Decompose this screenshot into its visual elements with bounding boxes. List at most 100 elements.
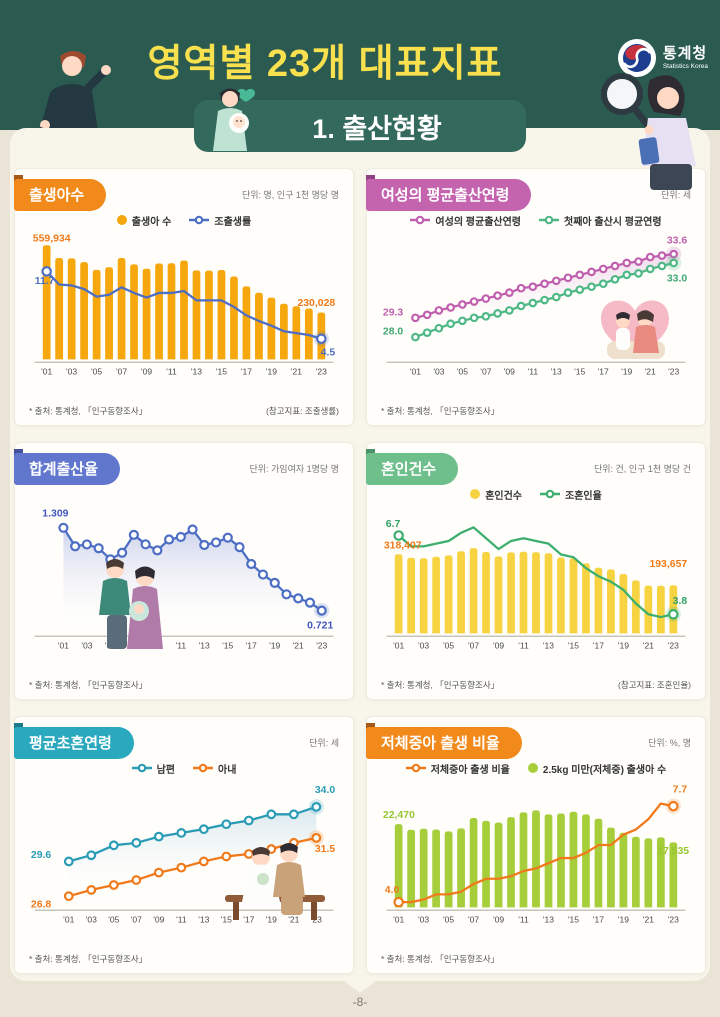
title-ribbon: 평균초혼연령: [14, 723, 134, 759]
bar: [469, 548, 478, 634]
card-footer: * 출처: 통계청, 「인구동향조사」: [381, 405, 691, 417]
legend-item: 아내: [193, 761, 236, 776]
card-header: 여성의 평균출산연령 단위: 세: [366, 175, 691, 211]
bar: [619, 832, 628, 908]
marker: [493, 309, 502, 318]
low-birth-weight-chart: '01 '03 '05 '07 '09 '11 '13 '15 '17 '19 '21 '23 22,4…: [383, 784, 689, 925]
chart-card-fertility-rate: 합계출산율 단위: 가임여자 1명당 명 '01'03'05'07'09'11 '…: [14, 442, 354, 700]
unit-label: 단위: 세: [661, 190, 691, 200]
chart-card-births: 출생아수 단위: 명, 인구 1천 명당 명 출생아 수 조출생률 '01'03 '…: [14, 168, 354, 426]
bar: [419, 828, 428, 908]
page-title: 영역별 23개 대표지표: [147, 43, 503, 85]
bar: [180, 260, 188, 360]
marker: [221, 819, 232, 830]
marker: [481, 312, 491, 321]
bar: [482, 552, 490, 634]
value-label: 22,470: [383, 810, 415, 821]
bar: [67, 258, 76, 360]
bar: [457, 551, 465, 634]
marker: [221, 851, 232, 862]
marker: [266, 809, 277, 820]
bar: [582, 814, 590, 908]
source-note: * 출처: 통계청, 「인구동향조사」: [29, 406, 148, 416]
bar: [544, 814, 553, 908]
x-tick-label: '13: [543, 915, 554, 925]
childbearing-age-chart: '01 '03 '05 '07 '09 '11 '13 '15 '17 '19 '21 '23 33.6…: [383, 235, 687, 377]
bar: [217, 270, 226, 360]
marker: [446, 303, 455, 312]
marker: [243, 849, 254, 859]
value-label: 4.0: [385, 885, 400, 896]
marker: [458, 316, 467, 326]
chart-card-first-marriage-age: 평균초혼연령 단위: 세 남편 아내 '01'03'05'07'09'11'13 '…: [14, 716, 354, 974]
card-footer: * 출처: 통계청, 「인구동향조사」: [29, 679, 339, 691]
x-tick-label: '05: [108, 915, 119, 925]
x-tick-label: '09: [141, 367, 152, 377]
value-label: 559,934: [33, 233, 71, 244]
bar: [569, 811, 578, 908]
marker: [316, 605, 327, 616]
x-tick-label: '19: [618, 641, 629, 651]
marker: [41, 266, 52, 277]
x-tick-label: '03: [418, 641, 429, 651]
marker: [86, 850, 97, 861]
chart-legend: 여성의 평균출산연령 첫째아 출산시 평균연령: [381, 212, 691, 228]
legend-label: 남편: [156, 764, 175, 776]
researcher-woman-illustration: [601, 73, 696, 190]
marker: [163, 534, 175, 545]
legend-line-marker-icon: [193, 763, 213, 773]
x-tick-label: '11: [176, 641, 187, 651]
unit-label: 단위: 명, 인구 1천 명당 명: [241, 190, 339, 200]
marker: [70, 541, 81, 552]
source-note: * 출처: 통계청, 「인구동향조사」: [29, 680, 148, 690]
x-tick-label: '07: [116, 367, 127, 377]
section-title-band: 1. 출산현황: [194, 88, 526, 152]
x-tick-label: '01: [393, 641, 404, 651]
series-fill: [63, 527, 322, 634]
value-label: 6.7: [386, 519, 401, 530]
marker: [540, 295, 549, 305]
marker: [598, 264, 608, 274]
chart-legend: 혼인건수 조혼인율: [381, 486, 691, 502]
value-label: 4.5: [321, 348, 336, 359]
bar: [80, 262, 88, 360]
x-tick-label: '01: [393, 915, 404, 925]
value-label: 193,657: [649, 559, 687, 570]
x-tick-label: '01: [410, 367, 421, 377]
x-tick-label: '05: [443, 915, 454, 925]
bar: [644, 585, 653, 634]
marker: [243, 815, 254, 826]
marker: [293, 593, 304, 604]
x-tick-label: '13: [543, 641, 554, 651]
x-tick-label: '21: [288, 915, 299, 925]
x-tick-label: '15: [221, 915, 232, 925]
x-tick-label: '11: [166, 367, 177, 377]
x-tick-label: '23: [668, 367, 679, 377]
x-tick-label: '21: [643, 915, 654, 925]
value-label: 29.3: [383, 308, 404, 319]
marker: [481, 294, 491, 303]
x-tick-label: '09: [152, 641, 163, 651]
bar: [407, 557, 416, 634]
x-tick-label: '03: [66, 367, 77, 377]
x-tick-label: '21: [643, 641, 654, 651]
x-tick-label: '23: [316, 641, 327, 651]
bar: [444, 831, 453, 908]
bar: [105, 267, 113, 360]
bar: [607, 827, 615, 908]
title-ribbon: 여성의 평균출산연령: [366, 175, 532, 211]
marker: [411, 332, 420, 342]
marker: [257, 569, 269, 580]
legend-item: 남편: [131, 761, 175, 776]
marker: [199, 539, 210, 551]
marker: [281, 589, 292, 600]
marker: [422, 310, 432, 320]
marker: [393, 896, 404, 908]
value-label: 34.0: [315, 785, 336, 796]
card-footer: * 출처: 통계청, 「인구동향조사」 (참고지표: 조출생률): [29, 405, 339, 417]
bar: [55, 258, 64, 360]
marker: [657, 251, 667, 260]
legend-label: 조출생률: [214, 216, 252, 228]
x-tick-label: '17: [593, 915, 604, 925]
bar: [494, 822, 503, 908]
